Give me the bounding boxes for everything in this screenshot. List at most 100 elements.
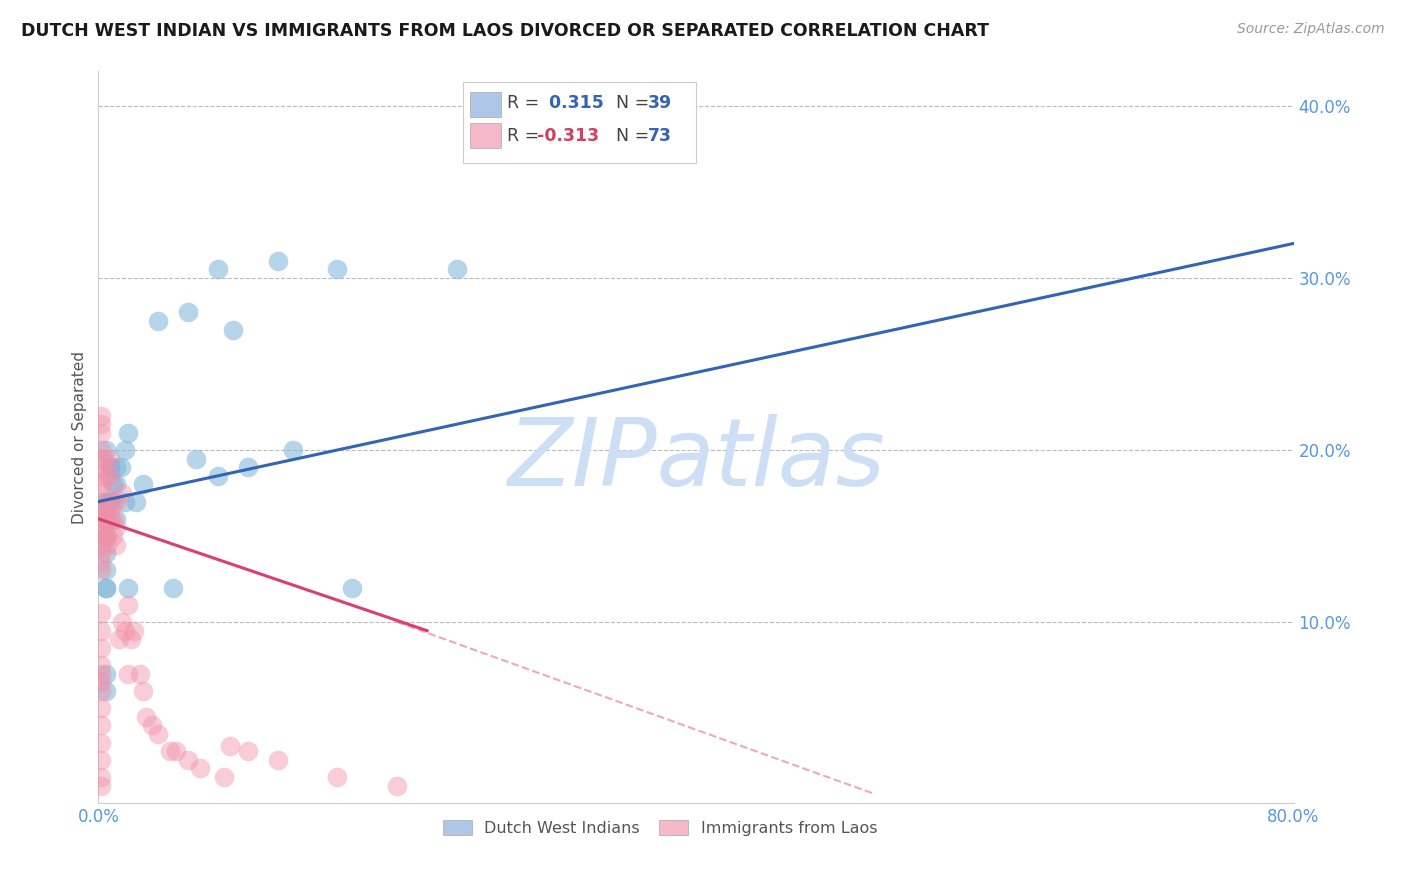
Point (114, 442, 136, 457)
Point (114, 624, 136, 638)
Point (94, 581, 117, 595)
Legend: Dutch West Indians, Immigrants from Laos: Dutch West Indians, Immigrants from Laos (436, 814, 884, 842)
Y-axis label: Divorced or Separated: Divorced or Separated (72, 351, 87, 524)
FancyBboxPatch shape (470, 123, 501, 148)
Point (90, 538, 112, 552)
Point (267, 753, 290, 767)
Point (105, 477, 128, 491)
Text: N =: N = (605, 127, 655, 145)
Text: DUTCH WEST INDIAN VS IMMIGRANTS FROM LAOS DIVORCED OR SEPARATED CORRELATION CHAR: DUTCH WEST INDIAN VS IMMIGRANTS FROM LAO… (21, 22, 988, 40)
Text: Source: ZipAtlas.com: Source: ZipAtlas.com (1237, 22, 1385, 37)
Point (188, 761, 211, 775)
FancyBboxPatch shape (470, 92, 501, 117)
Point (90, 666, 112, 681)
Point (148, 727, 170, 741)
Point (105, 520, 128, 534)
Point (385, 779, 409, 793)
Point (446, 262, 468, 277)
Point (94, 581, 117, 595)
Point (326, 770, 349, 784)
Point (94, 564, 117, 578)
Point (94, 529, 117, 543)
Point (110, 460, 132, 475)
Point (93, 512, 115, 526)
Point (96, 468, 118, 483)
Point (219, 739, 242, 753)
Point (90, 409, 112, 423)
Point (184, 451, 207, 466)
Point (90, 520, 112, 534)
Point (177, 753, 200, 767)
Point (90, 624, 112, 638)
Point (94, 442, 117, 457)
Point (93, 529, 115, 543)
Point (90, 607, 112, 621)
Point (94, 684, 117, 698)
Point (94, 546, 117, 560)
Point (90, 460, 112, 475)
Text: 73: 73 (648, 127, 672, 145)
Point (90, 477, 112, 491)
Point (93, 503, 115, 517)
Point (108, 632, 131, 647)
Point (98, 460, 122, 475)
Point (93, 512, 115, 526)
Point (132, 477, 155, 491)
Point (90, 770, 112, 784)
Point (105, 512, 128, 526)
Point (236, 744, 259, 758)
Point (222, 322, 245, 336)
Point (105, 460, 128, 475)
Point (162, 581, 184, 595)
Point (90, 546, 112, 560)
Point (114, 494, 136, 508)
Point (236, 460, 259, 475)
Point (94, 494, 117, 508)
Text: 39: 39 (648, 94, 672, 112)
Point (90, 468, 112, 483)
Point (94, 494, 117, 508)
Point (90, 701, 112, 715)
Point (94, 666, 117, 681)
Point (98, 512, 122, 526)
Text: ZIPatlas: ZIPatlas (508, 414, 884, 505)
Point (90, 529, 112, 543)
Point (148, 314, 170, 328)
Point (90, 564, 112, 578)
Point (117, 598, 139, 612)
Point (207, 468, 229, 483)
Point (90, 494, 112, 508)
Point (96, 503, 118, 517)
Point (90, 442, 112, 457)
Point (96, 529, 118, 543)
Point (267, 253, 290, 268)
Text: 0.315: 0.315 (543, 94, 603, 112)
Point (93, 512, 115, 526)
Text: R =: R = (508, 127, 546, 145)
FancyBboxPatch shape (463, 82, 696, 163)
Point (90, 640, 112, 655)
Point (117, 666, 139, 681)
Point (103, 512, 125, 526)
Point (212, 770, 235, 784)
Point (98, 494, 122, 508)
Point (103, 529, 125, 543)
Point (96, 538, 118, 552)
Point (90, 417, 112, 432)
Point (103, 494, 125, 508)
Point (90, 555, 112, 569)
Point (90, 451, 112, 466)
Point (90, 718, 112, 732)
Point (165, 744, 187, 758)
Point (120, 632, 142, 647)
Point (90, 675, 112, 690)
Point (281, 442, 304, 457)
Point (93, 451, 115, 466)
Point (177, 305, 200, 319)
Point (90, 658, 112, 673)
Point (117, 425, 139, 440)
Point (135, 710, 157, 724)
Point (90, 753, 112, 767)
Point (98, 468, 122, 483)
Text: -0.313: -0.313 (537, 127, 599, 145)
